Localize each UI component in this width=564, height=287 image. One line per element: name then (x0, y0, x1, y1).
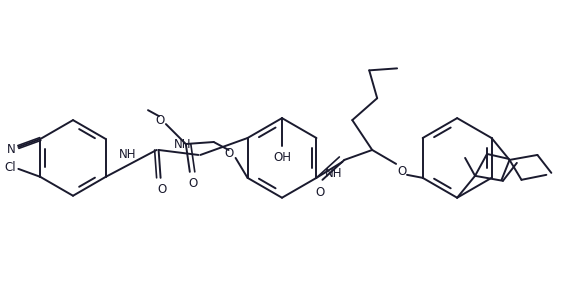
Text: NH: NH (325, 167, 342, 180)
Text: N: N (7, 144, 16, 156)
Text: O: O (398, 165, 407, 178)
Text: O: O (316, 186, 325, 199)
Text: NH: NH (174, 138, 191, 151)
Text: NH: NH (118, 148, 136, 161)
Text: OH: OH (273, 152, 291, 164)
Text: O: O (224, 148, 233, 160)
Text: O: O (157, 183, 166, 196)
Text: O: O (155, 114, 165, 127)
Text: O: O (188, 177, 197, 190)
Text: Cl: Cl (5, 161, 16, 174)
